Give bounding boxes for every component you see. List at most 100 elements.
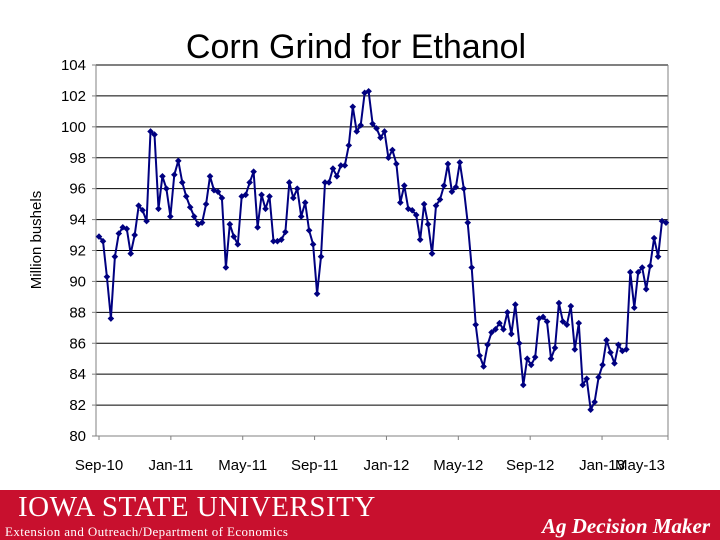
data-point bbox=[286, 179, 293, 186]
data-point bbox=[607, 349, 614, 356]
data-point bbox=[321, 179, 329, 186]
data-point bbox=[452, 183, 460, 191]
data-point bbox=[143, 217, 150, 225]
data-point bbox=[456, 159, 464, 166]
x-tick-label: Jan-12 bbox=[364, 457, 410, 474]
university-wordmark: IOWA STATE UNIVERSITY bbox=[18, 491, 376, 523]
data-point bbox=[404, 205, 412, 213]
y-tick-label: 80 bbox=[69, 428, 86, 445]
data-point bbox=[416, 236, 424, 243]
data-point bbox=[551, 344, 559, 352]
data-point bbox=[214, 188, 222, 196]
x-tick-label: Sep-10 bbox=[75, 457, 123, 474]
data-point bbox=[448, 188, 456, 196]
data-point bbox=[289, 194, 297, 202]
y-tick-labels: 80 82 84 86 88 90 92 94 96 98 100 102 104 bbox=[61, 57, 86, 445]
data-point bbox=[234, 241, 242, 248]
data-point bbox=[167, 213, 174, 220]
data-point bbox=[230, 233, 238, 240]
data-point bbox=[178, 179, 186, 186]
data-point bbox=[258, 191, 265, 199]
data-point bbox=[190, 213, 198, 220]
data-point bbox=[278, 236, 285, 243]
data-point bbox=[543, 318, 551, 325]
data-point bbox=[131, 231, 138, 239]
x-tick-label: Jan-13 bbox=[579, 457, 625, 474]
data-point bbox=[238, 193, 246, 200]
y-tick-label: 86 bbox=[69, 335, 86, 352]
data-point bbox=[512, 301, 519, 308]
data-point bbox=[519, 381, 527, 389]
data-point bbox=[484, 341, 491, 349]
data-point bbox=[476, 352, 483, 359]
data-point bbox=[611, 360, 618, 367]
y-tick-label: 84 bbox=[69, 366, 86, 383]
data-point bbox=[397, 199, 404, 206]
data-point bbox=[305, 227, 313, 234]
data-point bbox=[345, 142, 353, 149]
y-tick-label: 90 bbox=[69, 273, 86, 290]
data-point bbox=[151, 131, 158, 138]
data-point bbox=[615, 341, 622, 349]
data-point bbox=[504, 309, 511, 316]
data-point bbox=[274, 237, 281, 245]
data-point bbox=[353, 128, 361, 135]
data-point bbox=[381, 128, 388, 135]
data-point bbox=[210, 186, 218, 194]
data-point bbox=[587, 406, 594, 414]
series-markers bbox=[95, 87, 670, 414]
data-point bbox=[155, 205, 162, 213]
data-point bbox=[535, 315, 543, 322]
data-point bbox=[182, 193, 190, 200]
data-point bbox=[293, 185, 301, 192]
data-point bbox=[591, 398, 598, 406]
x-tick-label: May-13 bbox=[615, 457, 665, 474]
data-point bbox=[595, 373, 602, 381]
data-point bbox=[325, 179, 333, 186]
data-point bbox=[627, 268, 634, 276]
data-point bbox=[575, 319, 583, 327]
data-point bbox=[408, 207, 416, 214]
y-tick-label: 102 bbox=[61, 88, 86, 105]
data-point bbox=[329, 165, 337, 172]
data-point bbox=[95, 233, 103, 240]
data-point bbox=[206, 173, 214, 180]
data-point bbox=[159, 173, 166, 180]
data-point bbox=[127, 250, 135, 257]
data-point bbox=[282, 228, 289, 236]
data-point bbox=[472, 321, 479, 328]
data-point bbox=[654, 253, 662, 260]
data-point bbox=[436, 196, 444, 203]
y-axis-label: Million bushels bbox=[28, 191, 45, 289]
data-point bbox=[250, 168, 257, 175]
data-point bbox=[401, 182, 408, 189]
data-point bbox=[646, 262, 654, 270]
data-point bbox=[222, 264, 230, 271]
data-point bbox=[103, 273, 111, 281]
data-point bbox=[337, 162, 345, 169]
y-tick-label: 92 bbox=[69, 243, 86, 260]
y-tick-label: 94 bbox=[69, 212, 86, 229]
data-point bbox=[523, 355, 531, 363]
data-point bbox=[492, 326, 499, 333]
data-point bbox=[186, 203, 194, 211]
data-point bbox=[266, 193, 273, 200]
data-point bbox=[480, 363, 487, 370]
data-point bbox=[444, 160, 452, 168]
data-point bbox=[638, 264, 646, 271]
y-tick-label: 96 bbox=[69, 181, 86, 198]
data-point bbox=[99, 237, 107, 245]
data-point bbox=[488, 329, 495, 336]
data-point bbox=[301, 199, 309, 206]
data-point bbox=[634, 268, 642, 276]
data-point bbox=[440, 182, 448, 189]
data-point bbox=[163, 185, 170, 192]
x-tick-label: Sep-11 bbox=[291, 457, 338, 474]
data-point bbox=[527, 361, 535, 369]
department-subtitle: Extension and Outreach/Department of Eco… bbox=[5, 524, 289, 539]
data-point bbox=[262, 205, 269, 213]
data-point bbox=[468, 264, 476, 271]
gridlines bbox=[96, 64, 668, 406]
data-point bbox=[583, 375, 590, 383]
data-point bbox=[242, 191, 250, 199]
